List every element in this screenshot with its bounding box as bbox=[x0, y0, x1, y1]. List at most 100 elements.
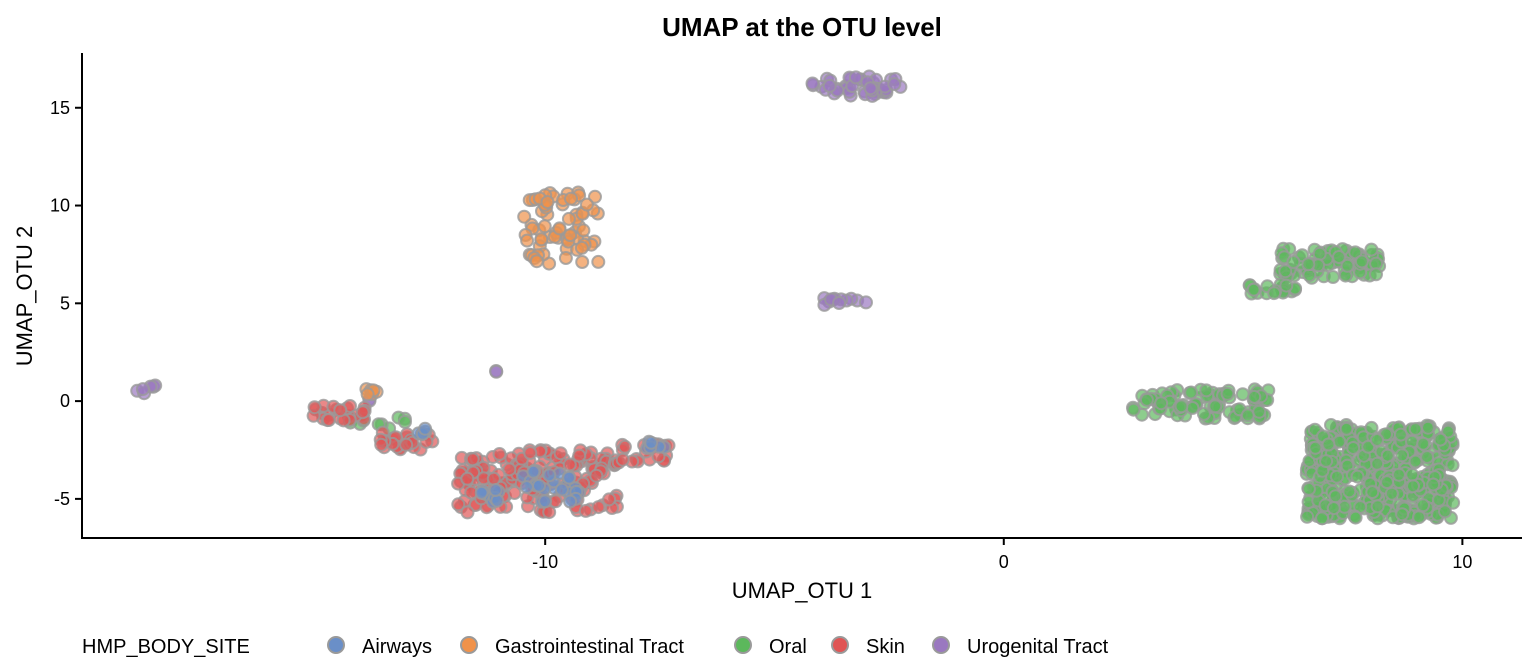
data-point bbox=[460, 471, 475, 486]
data-point bbox=[1421, 420, 1435, 435]
data-point bbox=[1380, 475, 1394, 490]
data-point bbox=[1433, 432, 1448, 447]
data-point bbox=[1252, 404, 1267, 419]
data-point bbox=[360, 387, 375, 402]
data-point bbox=[561, 211, 576, 226]
data-point bbox=[1416, 498, 1430, 513]
data-point bbox=[1308, 440, 1323, 455]
data-point bbox=[520, 233, 535, 248]
data-point bbox=[418, 421, 433, 436]
x-tick-label: 10 bbox=[1452, 552, 1472, 572]
data-point bbox=[486, 471, 501, 486]
data-point bbox=[887, 77, 902, 92]
data-point bbox=[859, 295, 873, 310]
y-tick-label: -5 bbox=[54, 489, 70, 509]
data-point bbox=[1364, 420, 1379, 435]
chart-title: UMAP at the OTU level bbox=[662, 12, 942, 42]
series-urogenital-tract bbox=[130, 69, 908, 408]
data-point bbox=[474, 485, 489, 500]
data-point bbox=[355, 405, 370, 420]
legend-label-gastrointestinal-tract: Gastrointestinal Tract bbox=[495, 636, 684, 658]
data-point bbox=[1279, 278, 1294, 293]
data-point bbox=[1196, 406, 1211, 421]
data-point bbox=[398, 414, 412, 429]
data-point bbox=[534, 232, 549, 247]
data-point bbox=[1370, 433, 1384, 447]
data-point bbox=[588, 189, 602, 204]
legend-swatch-urogenital-tract bbox=[932, 636, 950, 654]
data-point bbox=[1199, 383, 1214, 398]
series-gastrointestinal-tract bbox=[359, 185, 606, 402]
data-point bbox=[558, 251, 573, 265]
data-point bbox=[526, 464, 541, 479]
data-point bbox=[1350, 469, 1365, 484]
data-point bbox=[563, 494, 578, 509]
data-point bbox=[863, 81, 878, 96]
data-point bbox=[1278, 264, 1293, 279]
data-point bbox=[575, 255, 590, 269]
series-airways bbox=[411, 421, 672, 509]
data-point bbox=[848, 70, 863, 85]
data-point bbox=[451, 497, 466, 512]
data-point bbox=[554, 482, 569, 497]
data-point bbox=[579, 197, 594, 212]
data-point bbox=[1184, 385, 1199, 400]
data-point bbox=[1328, 489, 1343, 504]
data-point bbox=[1446, 495, 1461, 510]
y-axis-label: UMAP_OTU 2 bbox=[12, 226, 37, 367]
data-point bbox=[1354, 254, 1369, 269]
data-point bbox=[602, 492, 617, 507]
data-point bbox=[1208, 399, 1223, 414]
data-point bbox=[1286, 255, 1301, 269]
data-point bbox=[532, 478, 546, 493]
data-point bbox=[529, 254, 544, 269]
data-point bbox=[1348, 245, 1363, 260]
data-point bbox=[1321, 437, 1336, 452]
legend-title: HMP_BODY_SITE bbox=[82, 636, 250, 658]
data-point bbox=[1348, 510, 1363, 525]
data-point bbox=[488, 483, 503, 497]
data-point bbox=[1300, 509, 1315, 524]
data-point bbox=[492, 447, 507, 461]
data-point bbox=[1339, 421, 1354, 436]
data-point bbox=[1340, 258, 1355, 273]
data-point bbox=[507, 486, 522, 500]
legend-swatch-oral bbox=[734, 636, 752, 654]
data-point bbox=[553, 446, 568, 461]
data-point bbox=[1315, 511, 1329, 526]
x-tick-label: 0 bbox=[999, 552, 1009, 572]
data-point bbox=[538, 494, 553, 509]
legend: HMP_BODY_SITE Airways Gastrointestinal Tr… bbox=[82, 636, 1109, 658]
data-point bbox=[1332, 250, 1346, 264]
data-point bbox=[591, 500, 606, 515]
data-point bbox=[1312, 246, 1327, 261]
legend-label-oral: Oral bbox=[769, 636, 807, 658]
data-point bbox=[1438, 504, 1452, 519]
legend-swatch-airways bbox=[327, 636, 345, 654]
x-axis-label: UMAP_OTU 1 bbox=[732, 578, 873, 603]
data-point bbox=[540, 195, 555, 210]
data-point bbox=[399, 437, 414, 452]
data-point bbox=[1369, 267, 1383, 282]
data-point bbox=[307, 400, 322, 415]
series-oral bbox=[343, 241, 1461, 526]
data-point bbox=[615, 452, 630, 467]
data-point bbox=[1154, 396, 1169, 411]
data-point bbox=[564, 191, 578, 206]
data-point bbox=[1412, 510, 1426, 525]
data-point bbox=[562, 457, 577, 472]
data-point bbox=[1408, 454, 1423, 469]
data-point bbox=[537, 219, 552, 234]
data-point bbox=[321, 413, 336, 427]
data-point bbox=[1416, 436, 1431, 451]
data-point bbox=[1370, 456, 1385, 471]
y-tick-label: 10 bbox=[50, 196, 70, 216]
data-point bbox=[1240, 408, 1255, 423]
data-point bbox=[822, 78, 837, 93]
data-point bbox=[465, 452, 480, 467]
legend-label-urogenital-tract: Urogenital Tract bbox=[967, 636, 1109, 658]
data-point bbox=[1126, 402, 1141, 417]
ticks-layer: -10 0 10 -5 0 5 10 15 bbox=[50, 98, 1472, 572]
data-point bbox=[1395, 507, 1410, 522]
